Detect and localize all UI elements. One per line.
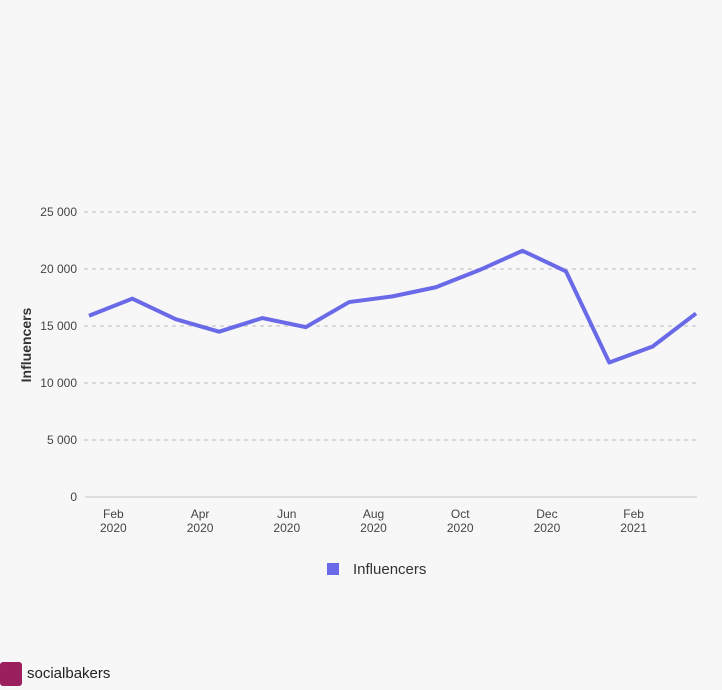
data-line xyxy=(88,248,698,365)
y-tick-label: 0 xyxy=(70,490,77,504)
x-tick-label-line: 2020 xyxy=(273,521,300,535)
x-tick-label-line: Jun xyxy=(277,507,296,521)
y-axis-label: Influencers xyxy=(18,307,34,382)
x-tick-label: Dec 2020 xyxy=(534,507,561,535)
x-tick-label-line: 2020 xyxy=(534,521,561,535)
brand: socialbakers xyxy=(27,665,110,682)
x-tick-label: Oct 2020 xyxy=(447,507,474,535)
x-tick-label-line: 2020 xyxy=(447,521,474,535)
x-tick-label-line: 2020 xyxy=(187,521,214,535)
x-tick-label: Apr 2020 xyxy=(187,507,214,535)
x-tick-label-line: Feb xyxy=(623,507,644,521)
x-tick-label-line: 2020 xyxy=(100,521,127,535)
y-tick-label: 25 000 xyxy=(40,205,77,219)
x-tick-label-line: Aug xyxy=(363,507,384,521)
legend-label: Influencers xyxy=(353,561,426,578)
x-tick-label-line: 2021 xyxy=(620,521,647,535)
x-tick-label: Feb 2020 xyxy=(100,507,127,535)
legend-swatch xyxy=(327,563,339,575)
y-tick-label: 5 000 xyxy=(47,433,77,447)
y-tick-label: 10 000 xyxy=(40,376,77,390)
x-tick-label-line: Oct xyxy=(451,507,470,521)
y-tick-label: 15 000 xyxy=(40,319,77,333)
x-tick-label: Jun 2020 xyxy=(273,507,300,535)
logo: socialbakers xyxy=(0,662,110,686)
logo-icon xyxy=(0,662,22,686)
x-tick-label-line: Feb xyxy=(103,507,124,521)
x-tick-label: Feb 2021 xyxy=(620,507,647,535)
y-tick-label: 20 000 xyxy=(40,262,77,276)
x-tick-label-line: Apr xyxy=(191,507,210,521)
x-tick-label: Aug 2020 xyxy=(360,507,387,535)
x-tick-label-line: Dec xyxy=(536,507,557,521)
x-tick-label-line: 2020 xyxy=(360,521,387,535)
